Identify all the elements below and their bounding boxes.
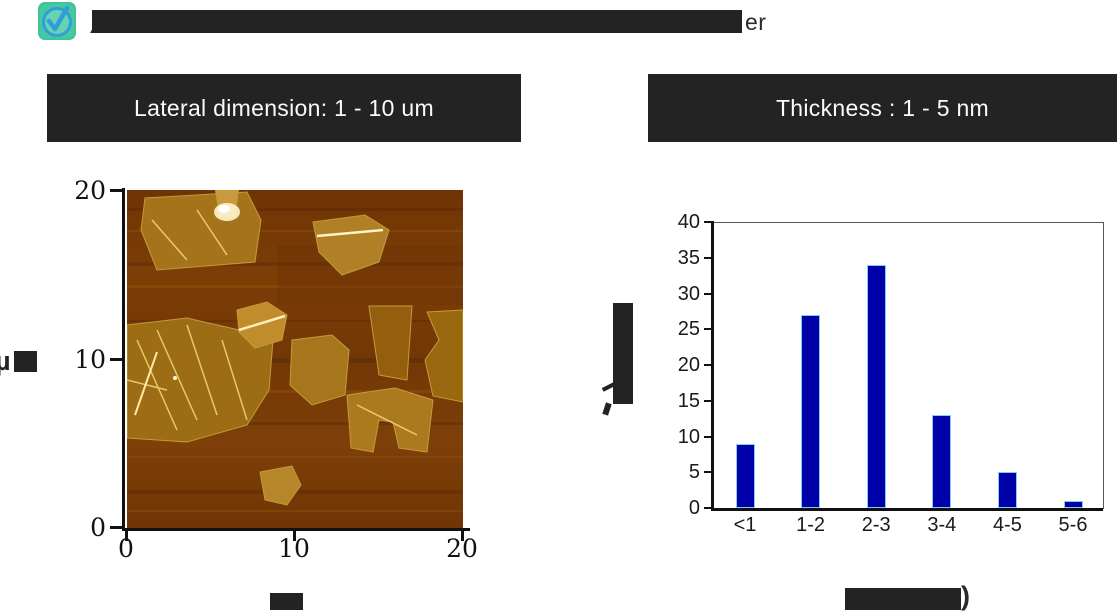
- histogram-x-tick-label: <1: [733, 514, 757, 536]
- afm-y-axis-label-fragment: µ: [0, 346, 11, 376]
- histogram-y-tick-label: 20: [677, 354, 700, 376]
- afm-x-tick-label: 0: [118, 534, 134, 563]
- afm-x-tick: [293, 531, 296, 541]
- histogram-y-tick: [704, 507, 712, 509]
- histogram-x-tick-label: 4-5: [992, 514, 1022, 536]
- histogram-x-tick-label: 2-3: [861, 514, 891, 536]
- histogram-y-tick: [704, 364, 712, 366]
- afm-y-axis: [122, 188, 125, 531]
- histogram-y-tick-label: 40: [677, 211, 700, 233]
- histogram-y-label-fragment: [602, 402, 612, 416]
- histogram-x-axis-label-redaction: [845, 588, 961, 610]
- histogram-bar: [735, 443, 755, 508]
- histogram-bar: [866, 264, 886, 508]
- histogram-y-tick: [704, 435, 712, 438]
- afm-x-tick-label: 20: [446, 534, 478, 563]
- title-visible-fragment: er: [745, 9, 767, 35]
- histogram-y-tick: [704, 471, 712, 474]
- histogram-y-tick-label: 10: [677, 425, 700, 448]
- afm-y-axis-label-redaction: [14, 351, 37, 372]
- histogram-y-tick-label: 5: [688, 461, 700, 484]
- histogram-x-axis: [711, 508, 1103, 511]
- histogram-x-label-fragment: ): [961, 581, 970, 611]
- histogram-y-tick: [704, 328, 712, 331]
- afm-y-tick: [110, 189, 122, 192]
- histogram-bar: [932, 415, 952, 509]
- afm-y-tick: [110, 526, 122, 529]
- afm-y-tick: [110, 358, 122, 361]
- afm-x-tick-label: 10: [278, 534, 310, 563]
- afm-micrograph-image: [127, 190, 463, 528]
- histogram-plot-frame: [713, 222, 1104, 509]
- histogram-bar: [997, 472, 1017, 509]
- histogram-y-tick-label: 15: [677, 389, 700, 412]
- afm-x-tick: [125, 531, 128, 541]
- histogram-y-axis: [711, 221, 714, 510]
- left-panel-header-label: Lateral dimension: 1 - 10 um: [134, 94, 434, 121]
- histogram-bar: [801, 314, 821, 508]
- right-panel-header: Thickness : 1 - 5 nm: [648, 74, 1117, 142]
- left-panel-header: Lateral dimension: 1 - 10 um: [47, 74, 521, 142]
- afm-y-tick-label: 10: [74, 345, 106, 374]
- histogram-y-tick-label: 25: [677, 318, 700, 341]
- afm-x-axis-label-redaction: [270, 593, 303, 610]
- histogram-x-tick-label: 5-6: [1058, 514, 1088, 536]
- afm-x-tick: [461, 531, 464, 541]
- histogram-y-tick-label: 35: [677, 246, 700, 269]
- histogram-y-tick: [704, 256, 712, 259]
- histogram-y-axis-label-redaction: [613, 303, 633, 404]
- histogram-y-tick: [704, 292, 712, 295]
- histogram-x-tick-label: 1-2: [796, 514, 826, 536]
- histogram-y-tick: [704, 399, 712, 402]
- afm-y-tick-label: 0: [90, 513, 106, 542]
- right-panel-header-label: Thickness : 1 - 5 nm: [775, 94, 990, 121]
- title-redacted-bar: [92, 10, 742, 33]
- histogram-x-tick-label: 3-4: [927, 514, 957, 536]
- check-badge-icon: [38, 2, 76, 40]
- histogram-y-tick: [704, 221, 712, 223]
- histogram-y-tick-label: 30: [677, 282, 700, 305]
- afm-x-axis: [122, 528, 470, 531]
- afm-y-tick-label: 20: [74, 176, 106, 205]
- histogram-y-tick-label: 0: [688, 497, 700, 519]
- histogram-bar: [1063, 500, 1083, 509]
